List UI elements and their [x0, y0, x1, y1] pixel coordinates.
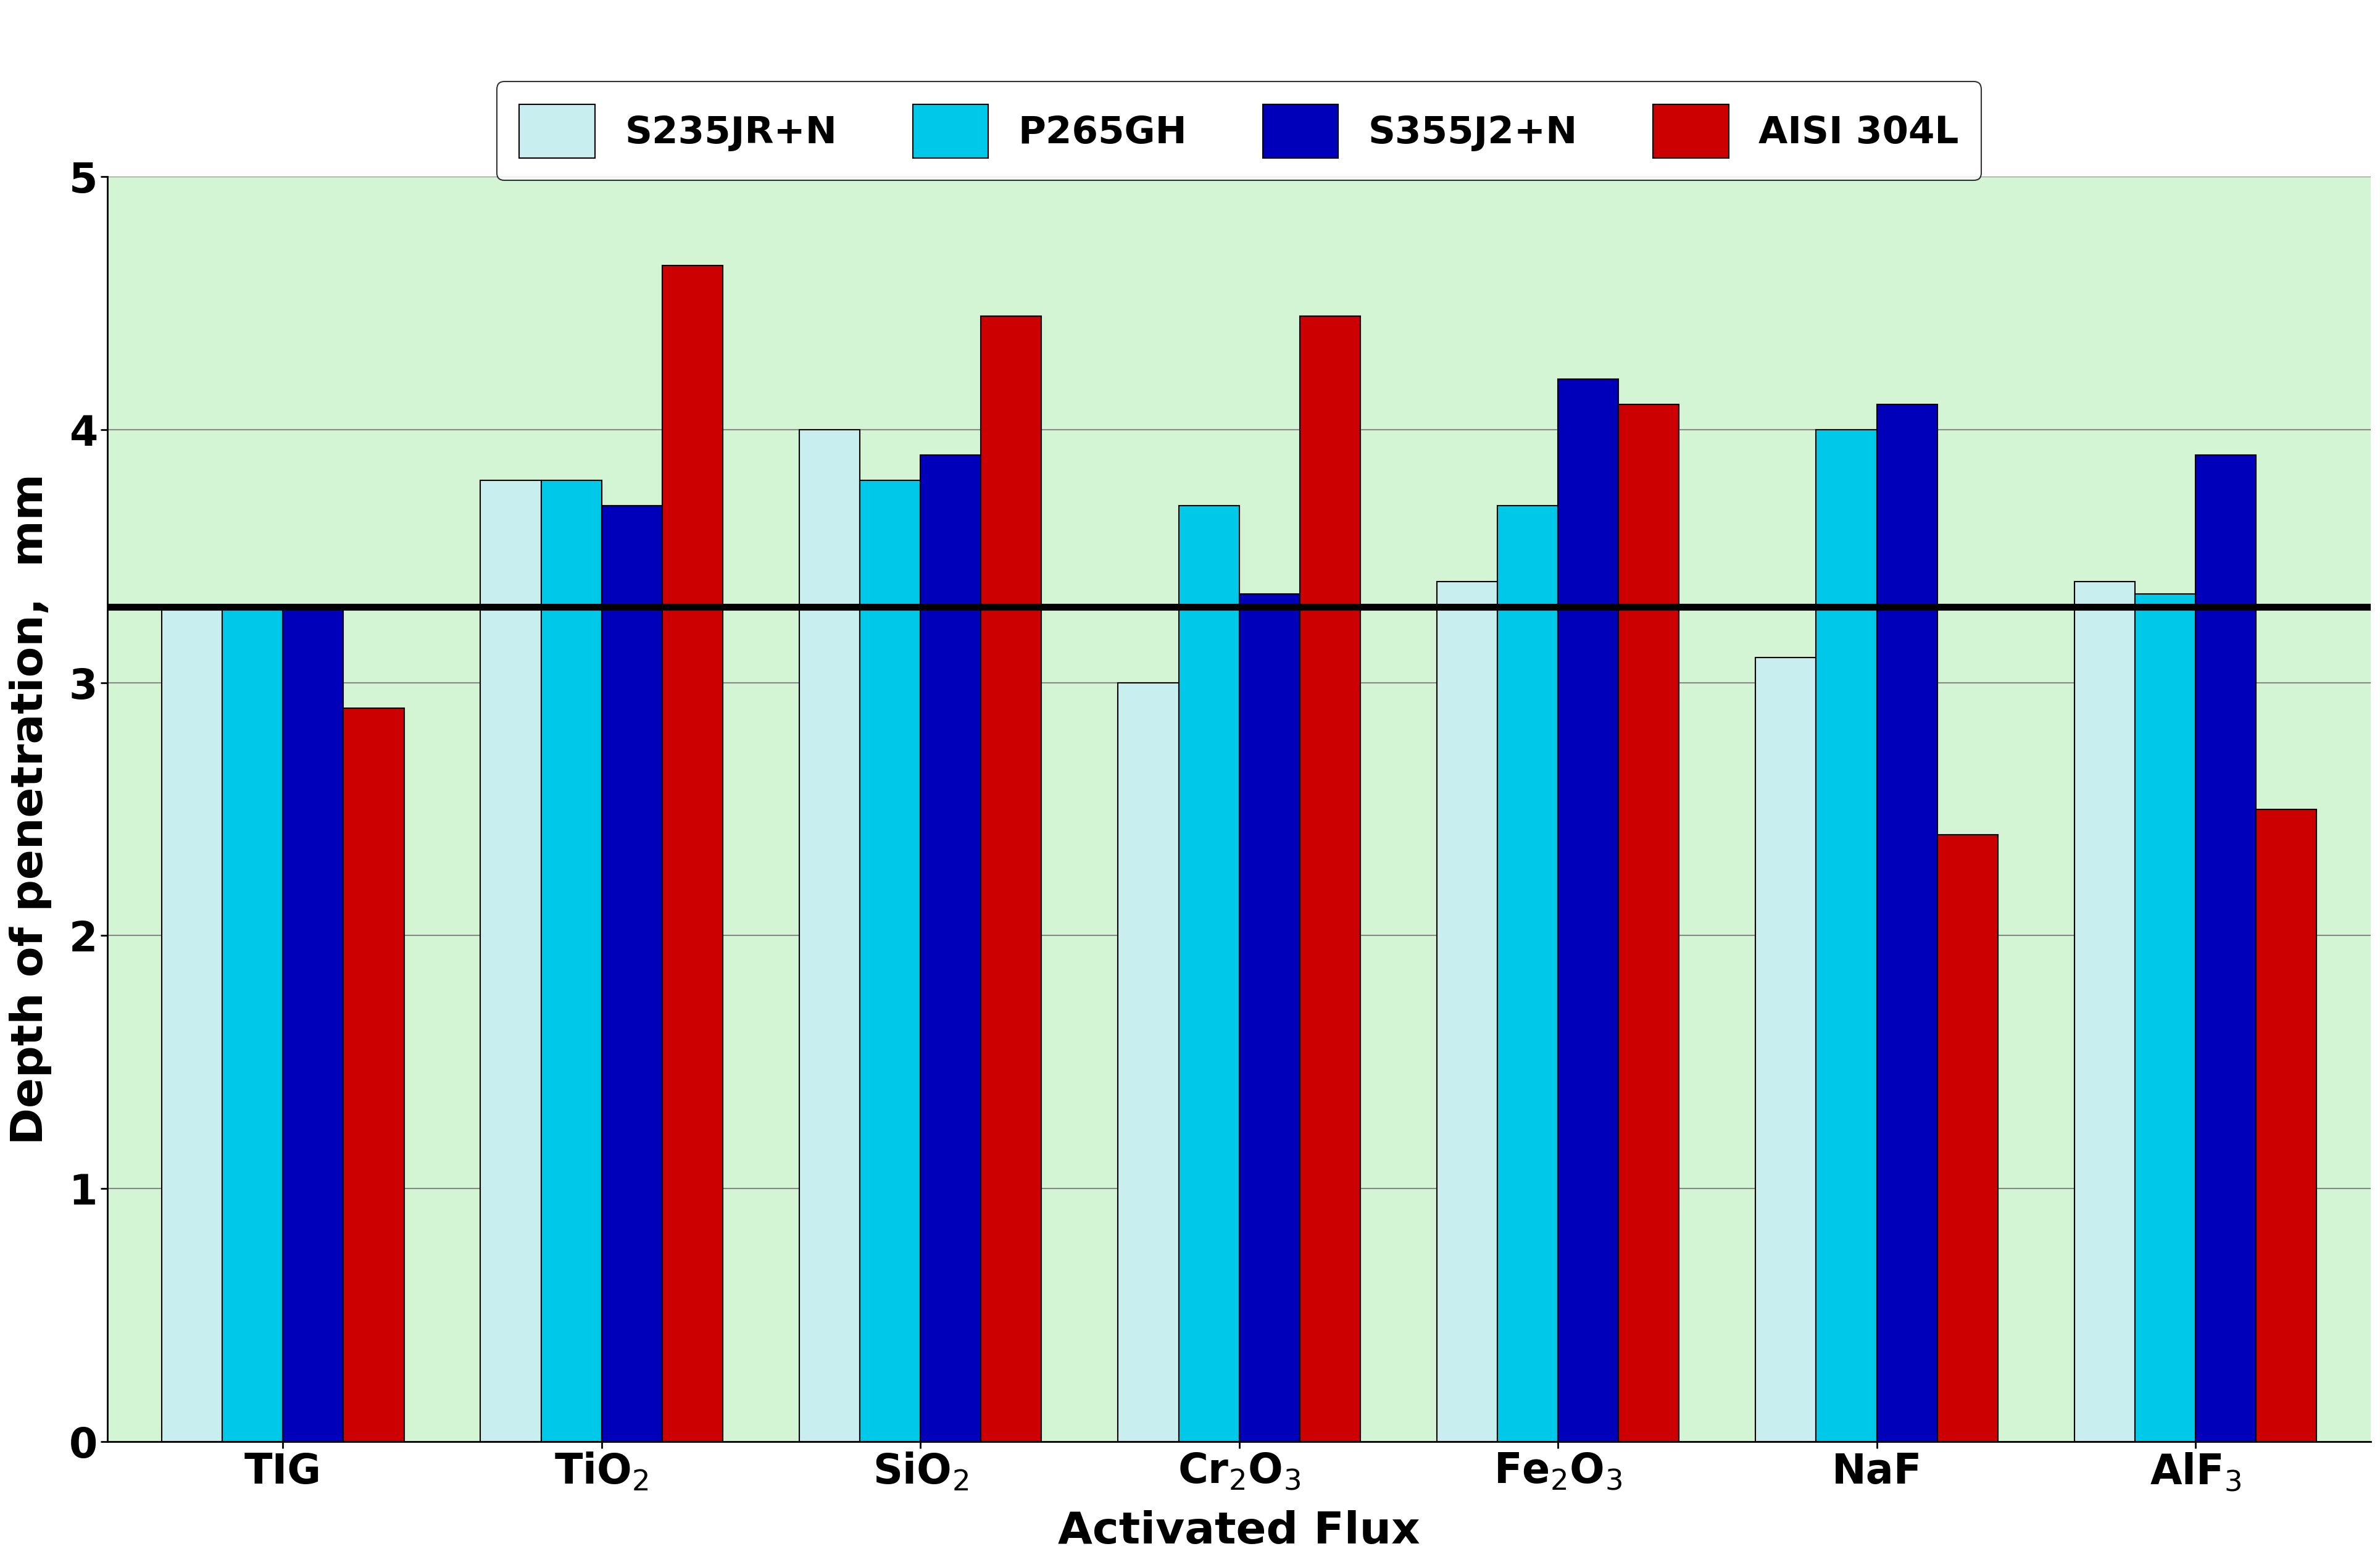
Bar	[662, 266, 724, 1442]
Bar	[1119, 683, 1178, 1442]
Bar	[1878, 405, 1937, 1442]
Bar	[1559, 380, 1618, 1442]
Bar	[800, 430, 859, 1442]
Bar	[283, 606, 343, 1442]
Bar	[1299, 316, 1361, 1442]
Bar	[1178, 506, 1240, 1442]
Bar	[540, 480, 602, 1442]
Bar	[1438, 581, 1497, 1442]
Bar	[481, 480, 540, 1442]
Bar	[1816, 430, 1878, 1442]
Y-axis label: Depth of penetration,  mm: Depth of penetration, mm	[10, 473, 52, 1145]
Bar	[1497, 506, 1559, 1442]
Bar	[859, 480, 921, 1442]
Bar	[981, 316, 1042, 1442]
Bar	[2075, 581, 2135, 1442]
Bar	[602, 506, 662, 1442]
X-axis label: Activated Flux: Activated Flux	[1059, 1510, 1421, 1553]
Bar	[2135, 594, 2194, 1442]
Bar	[2256, 809, 2316, 1442]
Legend: S235JR+N, P265GH, S355J2+N, AISI 304L: S235JR+N, P265GH, S355J2+N, AISI 304L	[497, 81, 1983, 181]
Bar	[921, 455, 981, 1442]
Bar	[1618, 405, 1678, 1442]
Bar	[1756, 658, 1816, 1442]
Bar	[221, 606, 283, 1442]
Bar	[162, 606, 221, 1442]
Bar	[343, 708, 405, 1442]
Bar	[1937, 834, 1997, 1442]
Bar	[1240, 594, 1299, 1442]
Bar	[2194, 455, 2256, 1442]
